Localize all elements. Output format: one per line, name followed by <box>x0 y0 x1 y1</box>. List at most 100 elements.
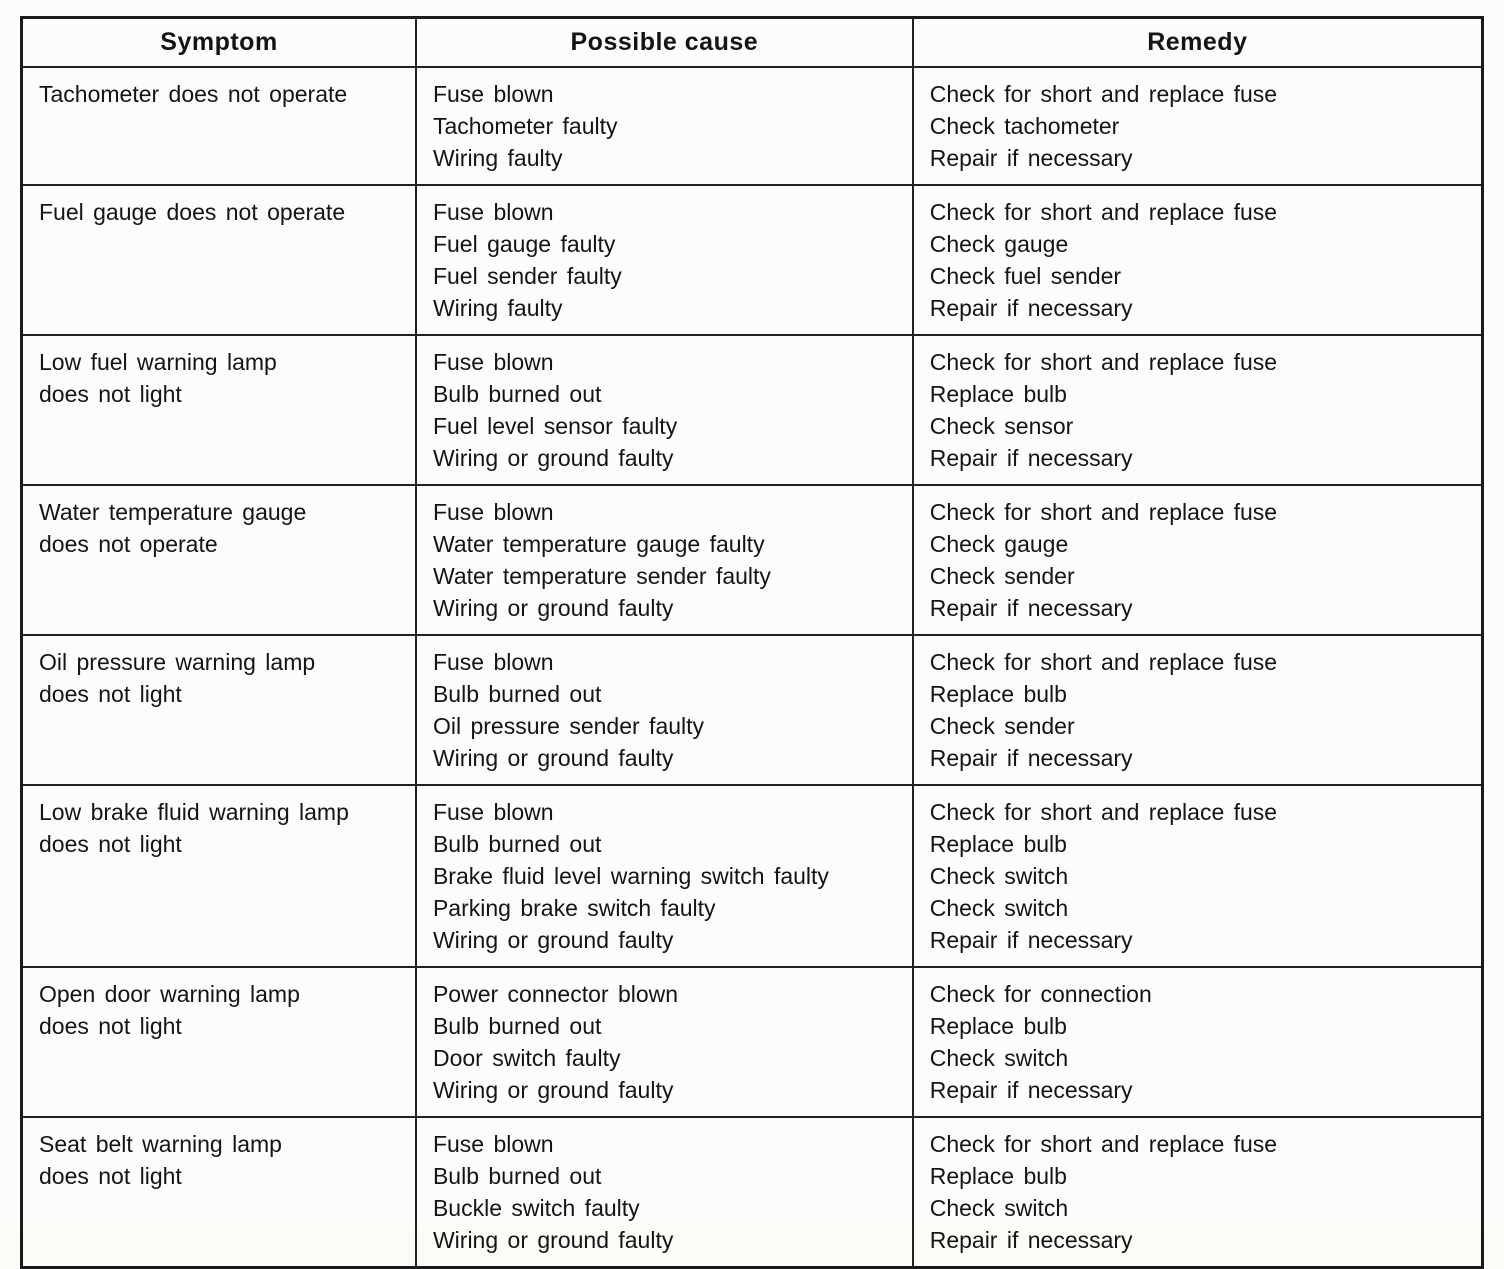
remedy-cell: Check for short and replace fuse Replace … <box>911 634 1484 786</box>
header-remedy: Remedy <box>911 16 1484 68</box>
table-row: Water temperature gauge does not operate F… <box>20 484 1484 636</box>
cell-line: Bulb burned out <box>432 831 602 857</box>
symptom-cell: Low fuel warning lamp does not light <box>20 334 417 486</box>
cell-line: Repair if necessary <box>929 295 1133 321</box>
cell-line: Fuse blown <box>432 499 554 525</box>
cell-line: Fuel level sensor faulty <box>432 413 678 439</box>
cell-line: Fuse blown <box>432 349 554 375</box>
cell-line: Wiring faulty <box>432 295 563 321</box>
remedy-cell: Check for short and replace fuse Replace … <box>911 784 1484 968</box>
cell-line: Replace bulb <box>929 1013 1067 1039</box>
cell-line: Brake fluid level warning switch faulty <box>432 863 829 889</box>
cell-line: Check gauge <box>929 231 1069 257</box>
cell-line: does not light <box>39 831 182 857</box>
symptom-cell: Low brake fluid warning lamp does not lig… <box>20 784 417 968</box>
cell-line: Repair if necessary <box>929 1077 1133 1103</box>
cell-line: Check switch <box>929 863 1069 889</box>
remedy-cell: Check for short and replace fuse Check ga… <box>911 184 1484 336</box>
remedy-cell: Check for short and replace fuse Check ga… <box>911 484 1484 636</box>
cell-line: Fuse blown <box>432 81 554 107</box>
cell-line: Check for short and replace fuse <box>929 1131 1278 1157</box>
cell-line: does not light <box>39 1163 182 1189</box>
possible-cause-cell: Power connector blown Bulb burned out Door… <box>414 966 914 1118</box>
cell-line: Bulb burned out <box>432 1163 602 1189</box>
possible-cause-cell: Fuse blown Bulb burned out Oil pressure se… <box>414 634 914 786</box>
possible-cause-cell: Fuse blown Bulb burned out Brake fluid lev… <box>414 784 914 968</box>
cell-line: Seat belt warning lamp <box>39 1131 282 1157</box>
cell-line: Replace bulb <box>929 831 1067 857</box>
cell-line: Check tachometer <box>929 113 1120 139</box>
cell-line: Oil pressure warning lamp <box>39 649 316 675</box>
cell-line: Fuel sender faulty <box>432 263 622 289</box>
remedy-cell: Check for short and replace fuse Check ta… <box>911 66 1484 186</box>
cell-line: Replace bulb <box>929 681 1067 707</box>
table-row: Open door warning lamp does not light Powe… <box>20 966 1484 1118</box>
cell-line: Wiring or ground faulty <box>432 445 674 471</box>
cell-line: Check for connection <box>929 981 1152 1007</box>
header-possible-cause: Possible cause <box>414 16 914 68</box>
cell-line: Tachometer faulty <box>432 113 618 139</box>
symptom-cell: Fuel gauge does not operate <box>20 184 417 336</box>
cell-line: Bulb burned out <box>432 381 602 407</box>
cell-line: Power connector blown <box>432 981 679 1007</box>
cell-line: Fuse blown <box>432 649 554 675</box>
cell-line: Repair if necessary <box>929 745 1133 771</box>
cell-line: Fuse blown <box>432 1131 554 1157</box>
cell-line: Check for short and replace fuse <box>929 199 1278 225</box>
remedy-cell: Check for connection Replace bulb Check sw… <box>911 966 1484 1118</box>
cell-line: Check gauge <box>929 531 1069 557</box>
cell-line: Buckle switch faulty <box>432 1195 640 1221</box>
possible-cause-cell: Fuse blown Tachometer faulty Wiring faulty <box>414 66 914 186</box>
table-row: Low fuel warning lamp does not light Fuse … <box>20 334 1484 486</box>
cell-line: Check switch <box>929 1045 1069 1071</box>
cell-line: Low brake fluid warning lamp <box>39 799 349 825</box>
table-body: Tachometer does not operate Fuse blown Tac… <box>20 66 1484 1269</box>
cell-line: Check sender <box>929 563 1075 589</box>
header-row: Symptom Possible cause Remedy <box>20 16 1484 68</box>
table-row: Tachometer does not operate Fuse blown Tac… <box>20 66 1484 186</box>
cell-line: Wiring or ground faulty <box>432 1227 674 1253</box>
symptom-cell: Seat belt warning lamp does not light <box>20 1116 417 1269</box>
cell-line: Repair if necessary <box>929 445 1133 471</box>
table-row: Oil pressure warning lamp does not light F… <box>20 634 1484 786</box>
possible-cause-cell: Fuse blown Bulb burned out Buckle switch f… <box>414 1116 914 1269</box>
symptom-cell: Oil pressure warning lamp does not light <box>20 634 417 786</box>
remedy-cell: Check for short and replace fuse Replace … <box>911 334 1484 486</box>
cell-line: Bulb burned out <box>432 1013 602 1039</box>
table-row: Fuel gauge does not operate Fuse blown Fue… <box>20 184 1484 336</box>
cell-line: Fuse blown <box>432 799 554 825</box>
cell-line: Wiring or ground faulty <box>432 745 674 771</box>
cell-line: Oil pressure sender faulty <box>432 713 705 739</box>
symptom-cell: Open door warning lamp does not light <box>20 966 417 1118</box>
manual-page: Symptom Possible cause Remedy Tachometer… <box>20 16 1484 1269</box>
cell-line: Water temperature sender faulty <box>432 563 771 589</box>
cell-line: Check sensor <box>929 413 1074 439</box>
cell-line: Replace bulb <box>929 381 1067 407</box>
header-symptom: Symptom <box>20 16 417 68</box>
table-row: Low brake fluid warning lamp does not lig… <box>20 784 1484 968</box>
cell-line: Repair if necessary <box>929 145 1133 171</box>
cell-line: Open door warning lamp <box>39 981 300 1007</box>
table-row: Seat belt warning lamp does not light Fuse… <box>20 1116 1484 1269</box>
cell-line: Water temperature gauge <box>39 499 307 525</box>
cell-line: Bulb burned out <box>432 681 602 707</box>
cell-line: Check for short and replace fuse <box>929 81 1278 107</box>
table-header: Symptom Possible cause Remedy <box>20 16 1484 68</box>
cell-line: does not light <box>39 1013 182 1039</box>
cell-line: Check for short and replace fuse <box>929 499 1278 525</box>
cell-line: does not light <box>39 381 182 407</box>
cell-line: Low fuel warning lamp <box>39 349 277 375</box>
possible-cause-cell: Fuse blown Bulb burned out Fuel level sens… <box>414 334 914 486</box>
cell-line: Wiring faulty <box>432 145 563 171</box>
cell-line: Fuel gauge does not operate <box>39 199 346 225</box>
cell-line: Wiring or ground faulty <box>432 595 674 621</box>
symptom-cell: Water temperature gauge does not operate <box>20 484 417 636</box>
cell-line: Water temperature gauge faulty <box>432 531 765 557</box>
cell-line: Fuel gauge faulty <box>432 231 616 257</box>
cell-line: Tachometer does not operate <box>39 81 348 107</box>
cell-line: Door switch faulty <box>432 1045 621 1071</box>
cell-line: Wiring or ground faulty <box>432 1077 674 1103</box>
cell-line: Check switch <box>929 895 1069 921</box>
cell-line: Parking brake switch faulty <box>432 895 716 921</box>
cell-line: does not light <box>39 681 182 707</box>
